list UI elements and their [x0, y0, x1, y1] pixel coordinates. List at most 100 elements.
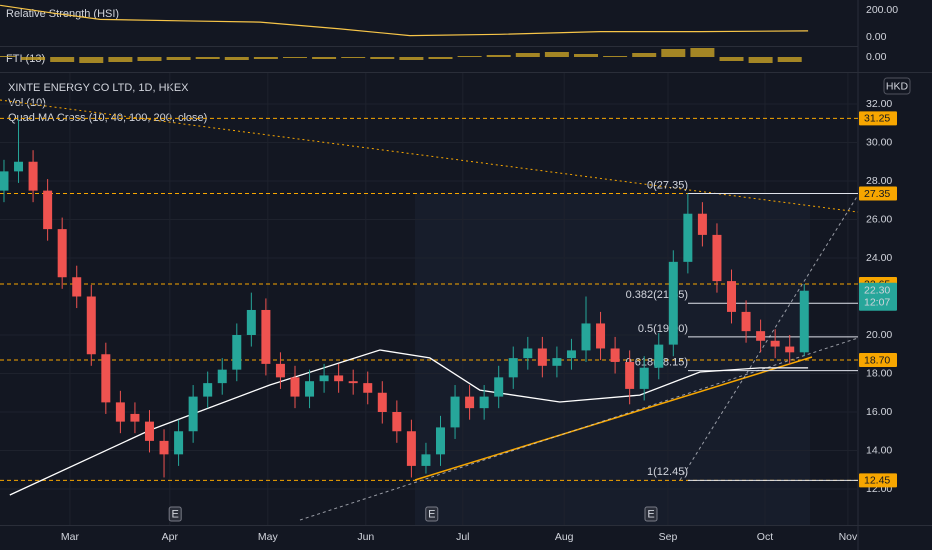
- candle-body: [0, 171, 9, 191]
- earnings-marker: [425, 506, 439, 522]
- x-tick-label: Oct: [757, 531, 773, 543]
- candle-body: [770, 340, 780, 347]
- candle-body: [799, 290, 809, 353]
- candle-body: [494, 377, 504, 397]
- fti-bar: [0, 56, 16, 57]
- fti-bar: [428, 57, 453, 59]
- y-tick-label: 14.00: [866, 444, 892, 456]
- fti-bar: [457, 56, 482, 57]
- fti-bar: [777, 57, 802, 62]
- rsi-line: [0, 4, 809, 37]
- fti-bar: [515, 53, 540, 57]
- candle-body: [377, 392, 387, 412]
- fti-bar: [603, 56, 628, 57]
- fti-bar: [21, 57, 46, 60]
- candle-body: [319, 375, 329, 382]
- fib-label: 0.5(19.90): [638, 323, 688, 335]
- candle-body: [159, 440, 169, 455]
- moving-average: [9, 349, 809, 496]
- candle-body: [232, 334, 242, 370]
- candle-body: [508, 358, 518, 378]
- y-tick-label: 0.00: [866, 31, 887, 43]
- fti-bar: [224, 57, 249, 60]
- candle-body: [188, 396, 198, 432]
- candle-body: [261, 309, 271, 364]
- fti-bar: [399, 57, 424, 60]
- fti-bar: [312, 57, 337, 59]
- fti-bar: [195, 57, 220, 59]
- fti-bar: [690, 48, 715, 57]
- earnings-label: E: [172, 508, 179, 520]
- candle-body: [101, 354, 111, 403]
- x-tick-label: Apr: [162, 531, 179, 543]
- candle-body: [596, 323, 606, 349]
- candle-body: [174, 431, 184, 455]
- earnings-marker: [644, 506, 658, 522]
- trend-line: [679, 194, 859, 481]
- candle-body: [668, 261, 678, 345]
- x-tick-label: Nov: [839, 531, 858, 543]
- fti-bar: [137, 57, 162, 61]
- y-tick-label: 20.00: [866, 329, 892, 341]
- fib-label: 0.382(21.65): [626, 289, 688, 301]
- candle-body: [450, 396, 460, 428]
- candle-body: [683, 213, 693, 262]
- volume-legend: Vol (10): [8, 97, 46, 109]
- fti-bar: [166, 57, 191, 60]
- y-tick-label: 18.00: [866, 367, 892, 379]
- x-tick-label: Aug: [555, 531, 574, 543]
- y-tick-label: 32.00: [866, 98, 892, 110]
- y-tick-label: 16.00: [866, 406, 892, 418]
- candle-body: [785, 346, 795, 353]
- candle-body: [14, 161, 24, 172]
- x-tick-label: Mar: [61, 531, 80, 543]
- earnings-label: E: [647, 508, 654, 520]
- candle-body: [479, 396, 489, 409]
- candle-body: [421, 454, 431, 466]
- y-tick-label: 0.00: [866, 51, 887, 63]
- fti-bar: [253, 57, 278, 59]
- x-tick-label: Jul: [456, 531, 469, 543]
- candle-body: [305, 381, 315, 397]
- ma-legend: Quad MA Cross (10, 40, 100, 200, close): [8, 112, 207, 124]
- fib-label: 1(12.45): [647, 466, 688, 478]
- fti-bar: [282, 57, 307, 58]
- currency[interactable]: HKD: [886, 80, 909, 92]
- y-tick-label: 200.00: [866, 4, 898, 16]
- candle-body: [552, 358, 562, 366]
- y-tick-label: 26.00: [866, 213, 892, 225]
- candle-body: [625, 361, 635, 389]
- level-badge-label: 12.45: [864, 475, 890, 487]
- fti-bar: [544, 52, 569, 57]
- candle-body: [334, 375, 344, 382]
- candle-body: [363, 383, 373, 393]
- candle-body: [275, 363, 285, 378]
- candle-body: [115, 402, 125, 422]
- trend-line: [414, 356, 813, 481]
- fti-bar: [370, 57, 395, 59]
- last-price-time: 12:07: [864, 297, 890, 309]
- candle-body: [406, 431, 416, 466]
- candle-body: [43, 190, 53, 230]
- candle-body: [465, 396, 475, 409]
- fti-bar: [632, 53, 657, 57]
- candle-body: [566, 350, 576, 359]
- fti-bar: [486, 55, 511, 57]
- candle-body: [86, 296, 96, 355]
- earnings-label: E: [428, 508, 435, 520]
- fti-bar: [108, 57, 133, 62]
- candle-body: [741, 311, 751, 332]
- y-tick-label: 30.00: [866, 136, 892, 148]
- candle-body: [712, 234, 722, 282]
- candle-body: [130, 413, 140, 422]
- earnings-marker: [168, 506, 182, 522]
- currency-badge[interactable]: [883, 77, 911, 95]
- level-badge-label: 31.25: [864, 113, 890, 125]
- candle-body: [610, 348, 620, 362]
- fti-bar: [341, 57, 366, 58]
- candle-body: [639, 367, 649, 389]
- fti-bar: [50, 57, 75, 62]
- level-badge: [859, 353, 897, 368]
- candle-body: [523, 348, 533, 359]
